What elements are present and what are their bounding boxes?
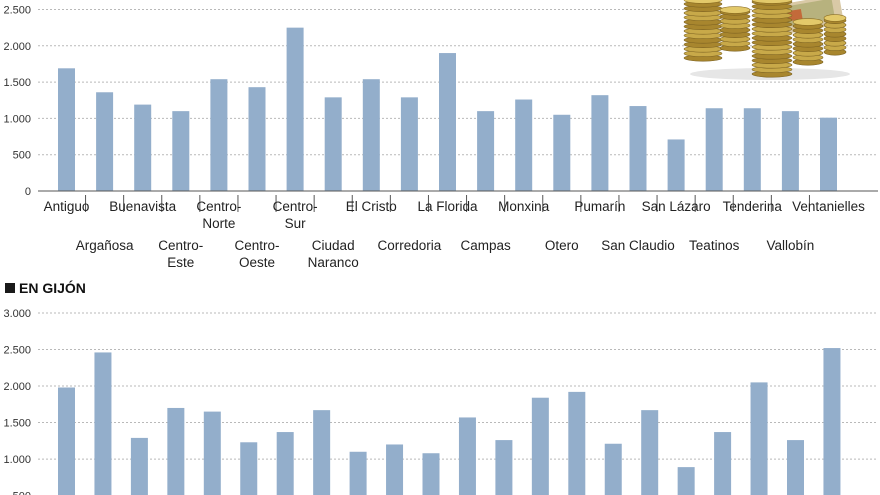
bar-14 [531,397,549,495]
coin-top [683,0,723,4]
coin-stack-icon [683,0,850,80]
bar-el-cristo [362,79,380,191]
category-label: Teatinos [689,238,740,253]
category-label: Antiguo [44,199,90,214]
bar-centro-oeste [248,87,266,191]
gijon-title: EN GIJÓN [5,279,86,296]
coins-photo [683,0,850,80]
category-label: Argañosa [76,238,134,253]
category-label: Otero [545,238,579,253]
coin-top [823,14,847,22]
bar-tenderina [743,108,761,191]
bar-21 [787,440,804,495]
category-label: San Lázaro [642,199,711,214]
category-label: Tenderina [723,199,783,214]
category-label: Monxina [498,199,550,214]
bar-9 [349,451,367,495]
y-tick-label: 3.000 [3,308,31,320]
y-tick-label: 500 [13,150,31,162]
bar-ventanielles [820,117,837,191]
category-label: Buenavista [109,199,176,214]
bar-campas [477,111,495,191]
category-label: El Cristo [346,199,397,214]
oviedo-bars [58,27,837,192]
category-label: Campas [460,238,511,253]
bar-6 [240,442,258,495]
gijon-bars [58,348,841,495]
gijon-y-axis: 500 1.000 1.500 2.000 2.500 3.000 [3,308,31,495]
bar-2 [94,352,112,495]
bar-pumarín [591,95,609,191]
y-tick-label: 1.000 [3,454,31,466]
bar-16 [604,443,622,495]
y-tick-label: 1.500 [3,77,31,89]
y-tick-label: 0 [25,186,31,198]
oviedo-chart: 0 500 1.000 1.500 2.000 2.500 Antiguo Argañosa… [3,5,878,270]
category-label: Vallobín [767,238,815,253]
bar-11 [422,453,440,495]
bar-18 [677,467,695,495]
coin-top [751,0,793,4]
category-label: Centro-Sur [273,199,318,231]
bar-la-florida [439,53,456,192]
bar-4 [167,407,185,495]
y-tick-label: 2.500 [3,5,31,17]
category-label: Centro-Norte [196,199,241,231]
bar-ciudad-naranco [324,97,342,191]
bar-19 [714,432,732,495]
bar-17 [641,410,659,495]
bar-monxina [515,99,533,191]
bar-centro-norte [210,79,228,191]
bar-13 [495,440,513,495]
bar-10 [386,444,404,495]
bar-8 [313,410,331,495]
oviedo-category-separators [85,195,810,212]
bar-argañosa [96,92,114,191]
bar-12 [458,417,476,495]
category-label: San Claudio [601,238,675,253]
bar-san-claudio [629,106,647,191]
bar-centro-sur [286,27,304,192]
y-tick-label: 500 [13,491,31,495]
bar-15 [568,391,586,495]
gijon-chart: 500 1.000 1.500 2.000 2.500 3.000 [3,308,878,495]
oviedo-category-labels: Antiguo Argañosa Buenavista Centro-Este Cent… [44,199,866,270]
title-square-icon [5,283,15,293]
coin-top [719,6,751,14]
bar-teatinos [705,108,723,191]
coin-top [792,18,824,26]
bar-5 [203,411,221,495]
category-label: Ventanielles [792,199,865,214]
bar-3 [130,437,148,495]
category-label: Corredoria [378,238,442,253]
bar-corredoria [400,97,418,191]
bar-antiguo [58,68,75,191]
category-label: Centro-Oeste [234,238,279,270]
category-label: La Florida [417,199,478,214]
bar-otero [553,114,571,191]
bar-san-lázaro [667,139,685,191]
y-tick-label: 1.000 [3,113,31,125]
category-label: Centro-Este [158,238,203,270]
oviedo-y-axis: 0 500 1.000 1.500 2.000 2.500 [3,5,31,199]
y-tick-label: 1.500 [3,418,31,430]
bar-7 [276,432,294,495]
bar-vallobín [781,111,799,191]
gijon-title-text: EN GIJÓN [19,279,86,296]
y-tick-label: 2.000 [3,381,31,393]
y-tick-label: 2.500 [3,345,31,357]
bar-centro-este [172,111,190,191]
bar-buenavista [134,104,152,191]
bar-20 [750,382,768,495]
y-tick-label: 2.000 [3,41,31,53]
bar-1 [58,387,75,495]
category-label: Ciudad Naranco [308,238,359,270]
bar-22 [823,348,841,495]
category-label: Pumarín [574,199,625,214]
